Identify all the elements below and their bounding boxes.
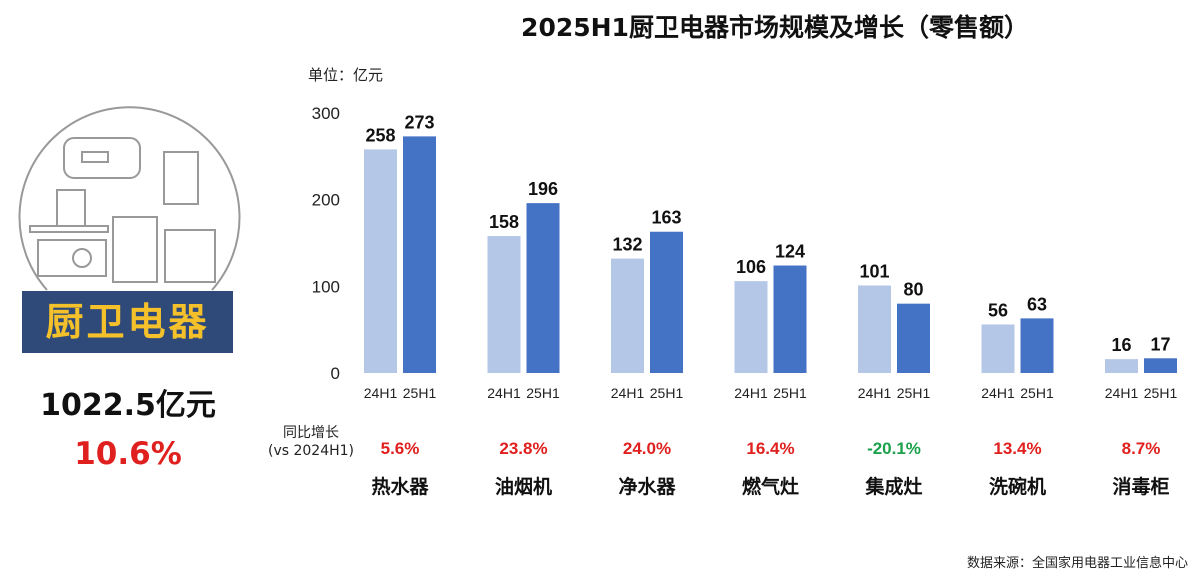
- y-tick-label: 0: [331, 364, 340, 383]
- unit-label: 单位：亿元: [308, 66, 384, 84]
- x-tick-label: 24H1: [487, 385, 521, 401]
- y-tick-label: 100: [312, 277, 340, 296]
- total-market-size: 1022.5亿元: [40, 388, 216, 423]
- data-label: 124: [775, 242, 805, 262]
- y-tick-label: 200: [312, 191, 340, 210]
- growth-value: 16.4%: [746, 439, 794, 458]
- x-tick-label: 24H1: [981, 385, 1015, 401]
- growth-value: 13.4%: [993, 439, 1041, 458]
- bar-25H1: [897, 303, 930, 373]
- chart-title: 2025H1厨卫电器市场规模及增长（零售额）: [521, 13, 1029, 42]
- x-tick-label: 25H1: [650, 385, 684, 401]
- x-tick-label: 25H1: [773, 385, 807, 401]
- data-label: 132: [612, 235, 642, 255]
- growth-value: -20.1%: [867, 439, 921, 458]
- bar-25H1: [403, 136, 436, 373]
- bar-25H1: [526, 203, 560, 373]
- category-label: 热水器: [371, 475, 429, 498]
- growth-label-line1: 同比增长: [283, 425, 340, 441]
- x-tick-label: 24H1: [364, 385, 398, 401]
- category-label: 洗碗机: [989, 475, 1046, 498]
- x-tick-label: 24H1: [1105, 385, 1139, 401]
- data-label: 273: [404, 112, 434, 132]
- category-label: 净水器: [618, 475, 676, 498]
- category-label: 消毒柜: [1112, 475, 1169, 498]
- category-label: 燃气灶: [742, 475, 799, 498]
- bar-24H1: [364, 149, 397, 373]
- total-growth: 10.6%: [74, 436, 182, 472]
- x-tick-label: 25H1: [1144, 385, 1178, 401]
- x-tick-label: 24H1: [734, 385, 768, 401]
- category-banner: 厨卫电器: [22, 291, 233, 353]
- growth-value: 23.8%: [499, 439, 547, 458]
- bar-25H1: [773, 265, 807, 373]
- growth-value: 24.0%: [623, 439, 671, 458]
- category-label: 油烟机: [495, 475, 552, 498]
- bar-24H1: [734, 281, 768, 373]
- data-label: 106: [736, 257, 766, 277]
- x-tick-label: 25H1: [403, 385, 437, 401]
- data-label: 196: [528, 179, 558, 199]
- bar-24H1: [487, 236, 521, 373]
- bar-25H1: [650, 231, 683, 373]
- category-label: 集成灶: [864, 475, 922, 498]
- growth-value: 8.7%: [1122, 439, 1161, 458]
- data-label: 16: [1111, 335, 1131, 355]
- data-label: 63: [1027, 294, 1047, 314]
- growth-row-label: 同比增长 (vs 2024H1): [268, 424, 354, 460]
- y-tick-label: 300: [312, 104, 340, 123]
- data-label: 258: [365, 125, 395, 145]
- x-tick-label: 25H1: [897, 385, 931, 401]
- bar-24H1: [611, 258, 644, 373]
- x-tick-label: 25H1: [526, 385, 560, 401]
- x-tick-label: 24H1: [858, 385, 892, 401]
- data-label: 56: [988, 300, 1008, 320]
- data-label: 101: [859, 261, 889, 281]
- appliances-illustration-icon: [18, 106, 241, 291]
- bar-25H1: [1144, 358, 1177, 373]
- data-label: 163: [651, 208, 681, 228]
- growth-value: 5.6%: [381, 439, 420, 458]
- bar-24H1: [981, 324, 1015, 373]
- data-label: 17: [1150, 334, 1170, 354]
- bar-24H1: [1105, 359, 1138, 373]
- x-tick-label: 24H1: [611, 385, 645, 401]
- bar-25H1: [1020, 318, 1054, 373]
- data-label: 80: [903, 280, 923, 300]
- data-source: 数据来源：全国家用电器工业信息中心: [966, 556, 1188, 571]
- growth-label-line2: (vs 2024H1): [268, 443, 355, 459]
- bar-24H1: [858, 285, 891, 373]
- x-tick-label: 25H1: [1020, 385, 1054, 401]
- data-label: 158: [489, 212, 519, 232]
